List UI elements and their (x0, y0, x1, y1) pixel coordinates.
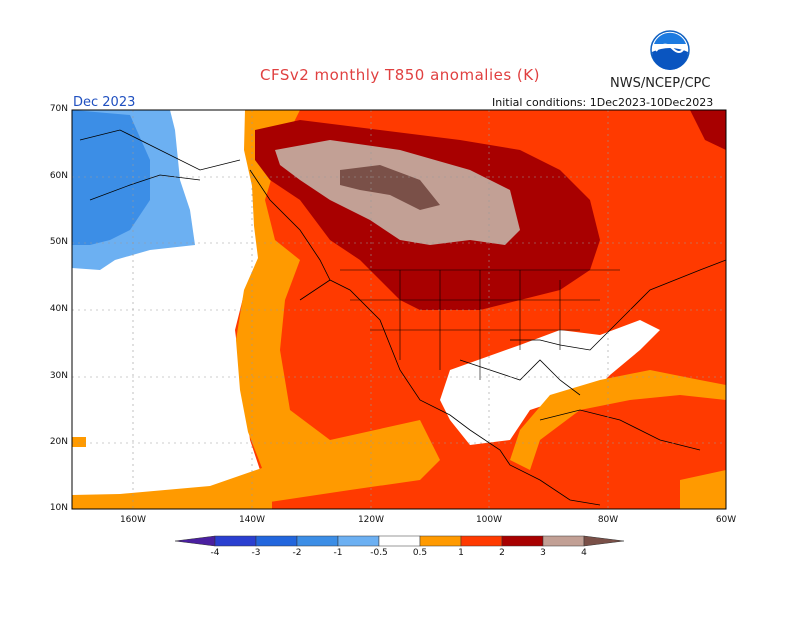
colorbar-segment (501, 535, 544, 547)
colorbar-label: -3 (251, 548, 261, 558)
coastlines (79, 129, 727, 506)
colorbar-segment (255, 535, 298, 547)
colorbar-segment (378, 535, 421, 547)
negative-anomaly-alaska-core (72, 110, 150, 245)
map-title: CFSv2 monthly T850 anomalies (K) (260, 66, 540, 84)
colorbar-label: 1 (458, 548, 464, 558)
colorbar-label: -1 (333, 548, 343, 558)
colorbar-segment (542, 535, 585, 547)
colorbar-label: -2 (292, 548, 302, 558)
colorbar-label: 0.5 (412, 548, 428, 558)
lon-label-120w: 120W (357, 515, 385, 525)
anomaly-band-pacific (72, 110, 440, 505)
lat-label-60n: 60N (49, 171, 68, 181)
colorbar-label: -4 (210, 548, 220, 558)
colorbar-segment (419, 535, 462, 547)
initial-conditions-label: Initial conditions: 1Dec2023-10Dec2023 (492, 96, 714, 109)
colorbar-label: -0.5 (370, 548, 388, 558)
lat-label-30n: 30N (49, 371, 68, 381)
lon-label-140w: 140W (238, 515, 266, 525)
lat-label-50n: 50N (49, 237, 68, 247)
map-frame (71, 109, 727, 510)
lon-label-60w: 60W (715, 515, 737, 525)
colorbar-segment (460, 535, 503, 547)
lon-label-80w: 80W (597, 515, 619, 525)
lat-label-10n: 10N (49, 503, 68, 513)
colorbar-label: 2 (499, 548, 505, 558)
neutral-southeast-area (440, 320, 660, 445)
lon-label-100w: 100W (475, 515, 503, 525)
month-label: Dec 2023 (73, 95, 136, 110)
colorbar-segment (296, 535, 339, 547)
colorbar-arrow-low (174, 535, 216, 547)
noaa-logo-icon (650, 30, 690, 70)
colorbar-segment (214, 535, 257, 547)
borders (340, 269, 620, 380)
colorbar-label: 4 (581, 548, 587, 558)
anomaly-band-caribbean (510, 370, 726, 470)
lat-label-40n: 40N (49, 304, 68, 314)
colorbar-segment (337, 535, 380, 547)
anomaly-strip-south (72, 495, 272, 509)
lat-label-70n: 70N (49, 104, 68, 114)
anomaly-field-over-4 (340, 165, 440, 210)
colorbar-label: 3 (540, 548, 546, 558)
colorbar-arrow-high (583, 535, 625, 547)
lat-label-20n: 20N (49, 437, 68, 447)
graticule (72, 110, 726, 509)
lon-label-160w: 160W (119, 515, 147, 525)
agency-label: NWS/NCEP/CPC (610, 76, 711, 91)
